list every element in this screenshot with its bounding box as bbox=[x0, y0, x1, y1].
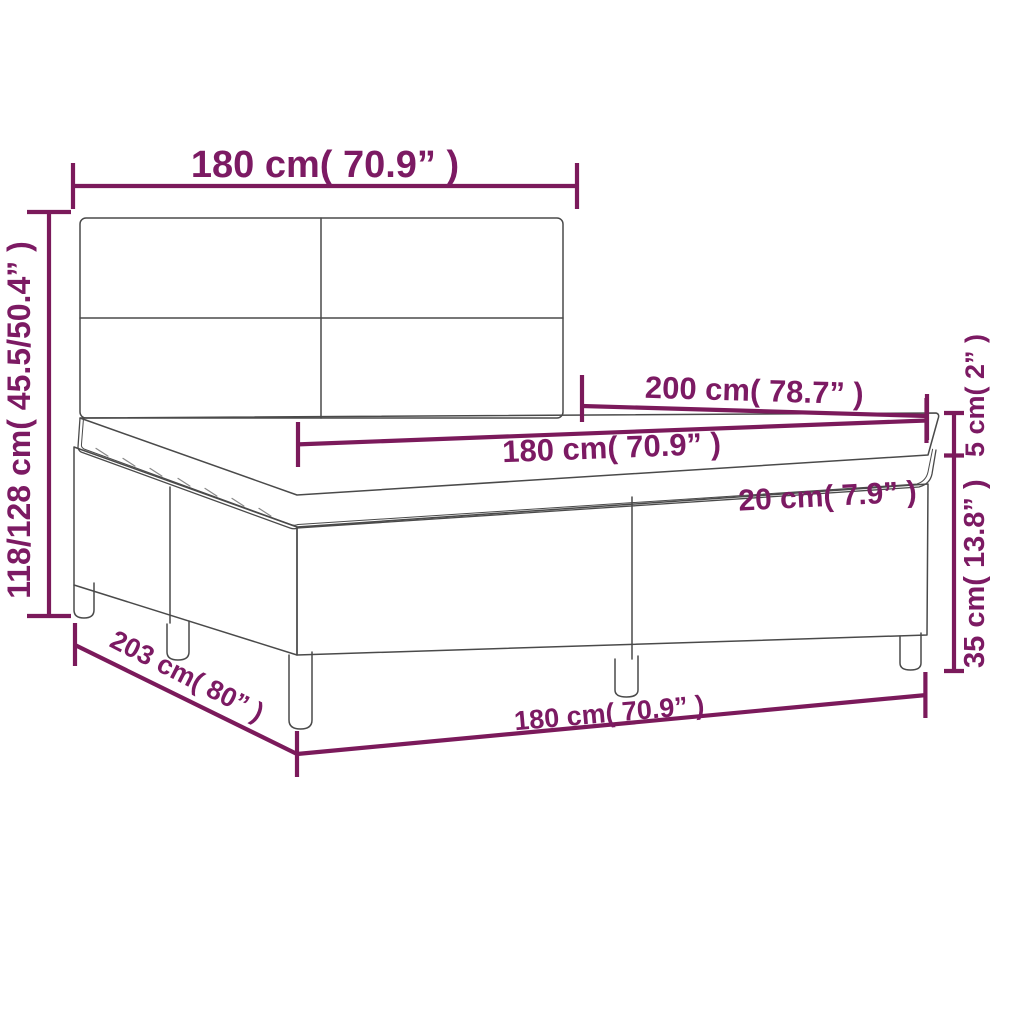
svg-text:5 cm( 2” ): 5 cm( 2” ) bbox=[960, 334, 990, 457]
svg-text:200 cm( 78.7” ): 200 cm( 78.7” ) bbox=[644, 370, 864, 411]
svg-text:180 cm( 70.9” ): 180 cm( 70.9” ) bbox=[191, 144, 459, 186]
svg-text:118/128 cm( 45.5/50.4” ): 118/128 cm( 45.5/50.4” ) bbox=[1, 241, 37, 599]
svg-text:35 cm( 13.8” ): 35 cm( 13.8” ) bbox=[959, 479, 991, 668]
